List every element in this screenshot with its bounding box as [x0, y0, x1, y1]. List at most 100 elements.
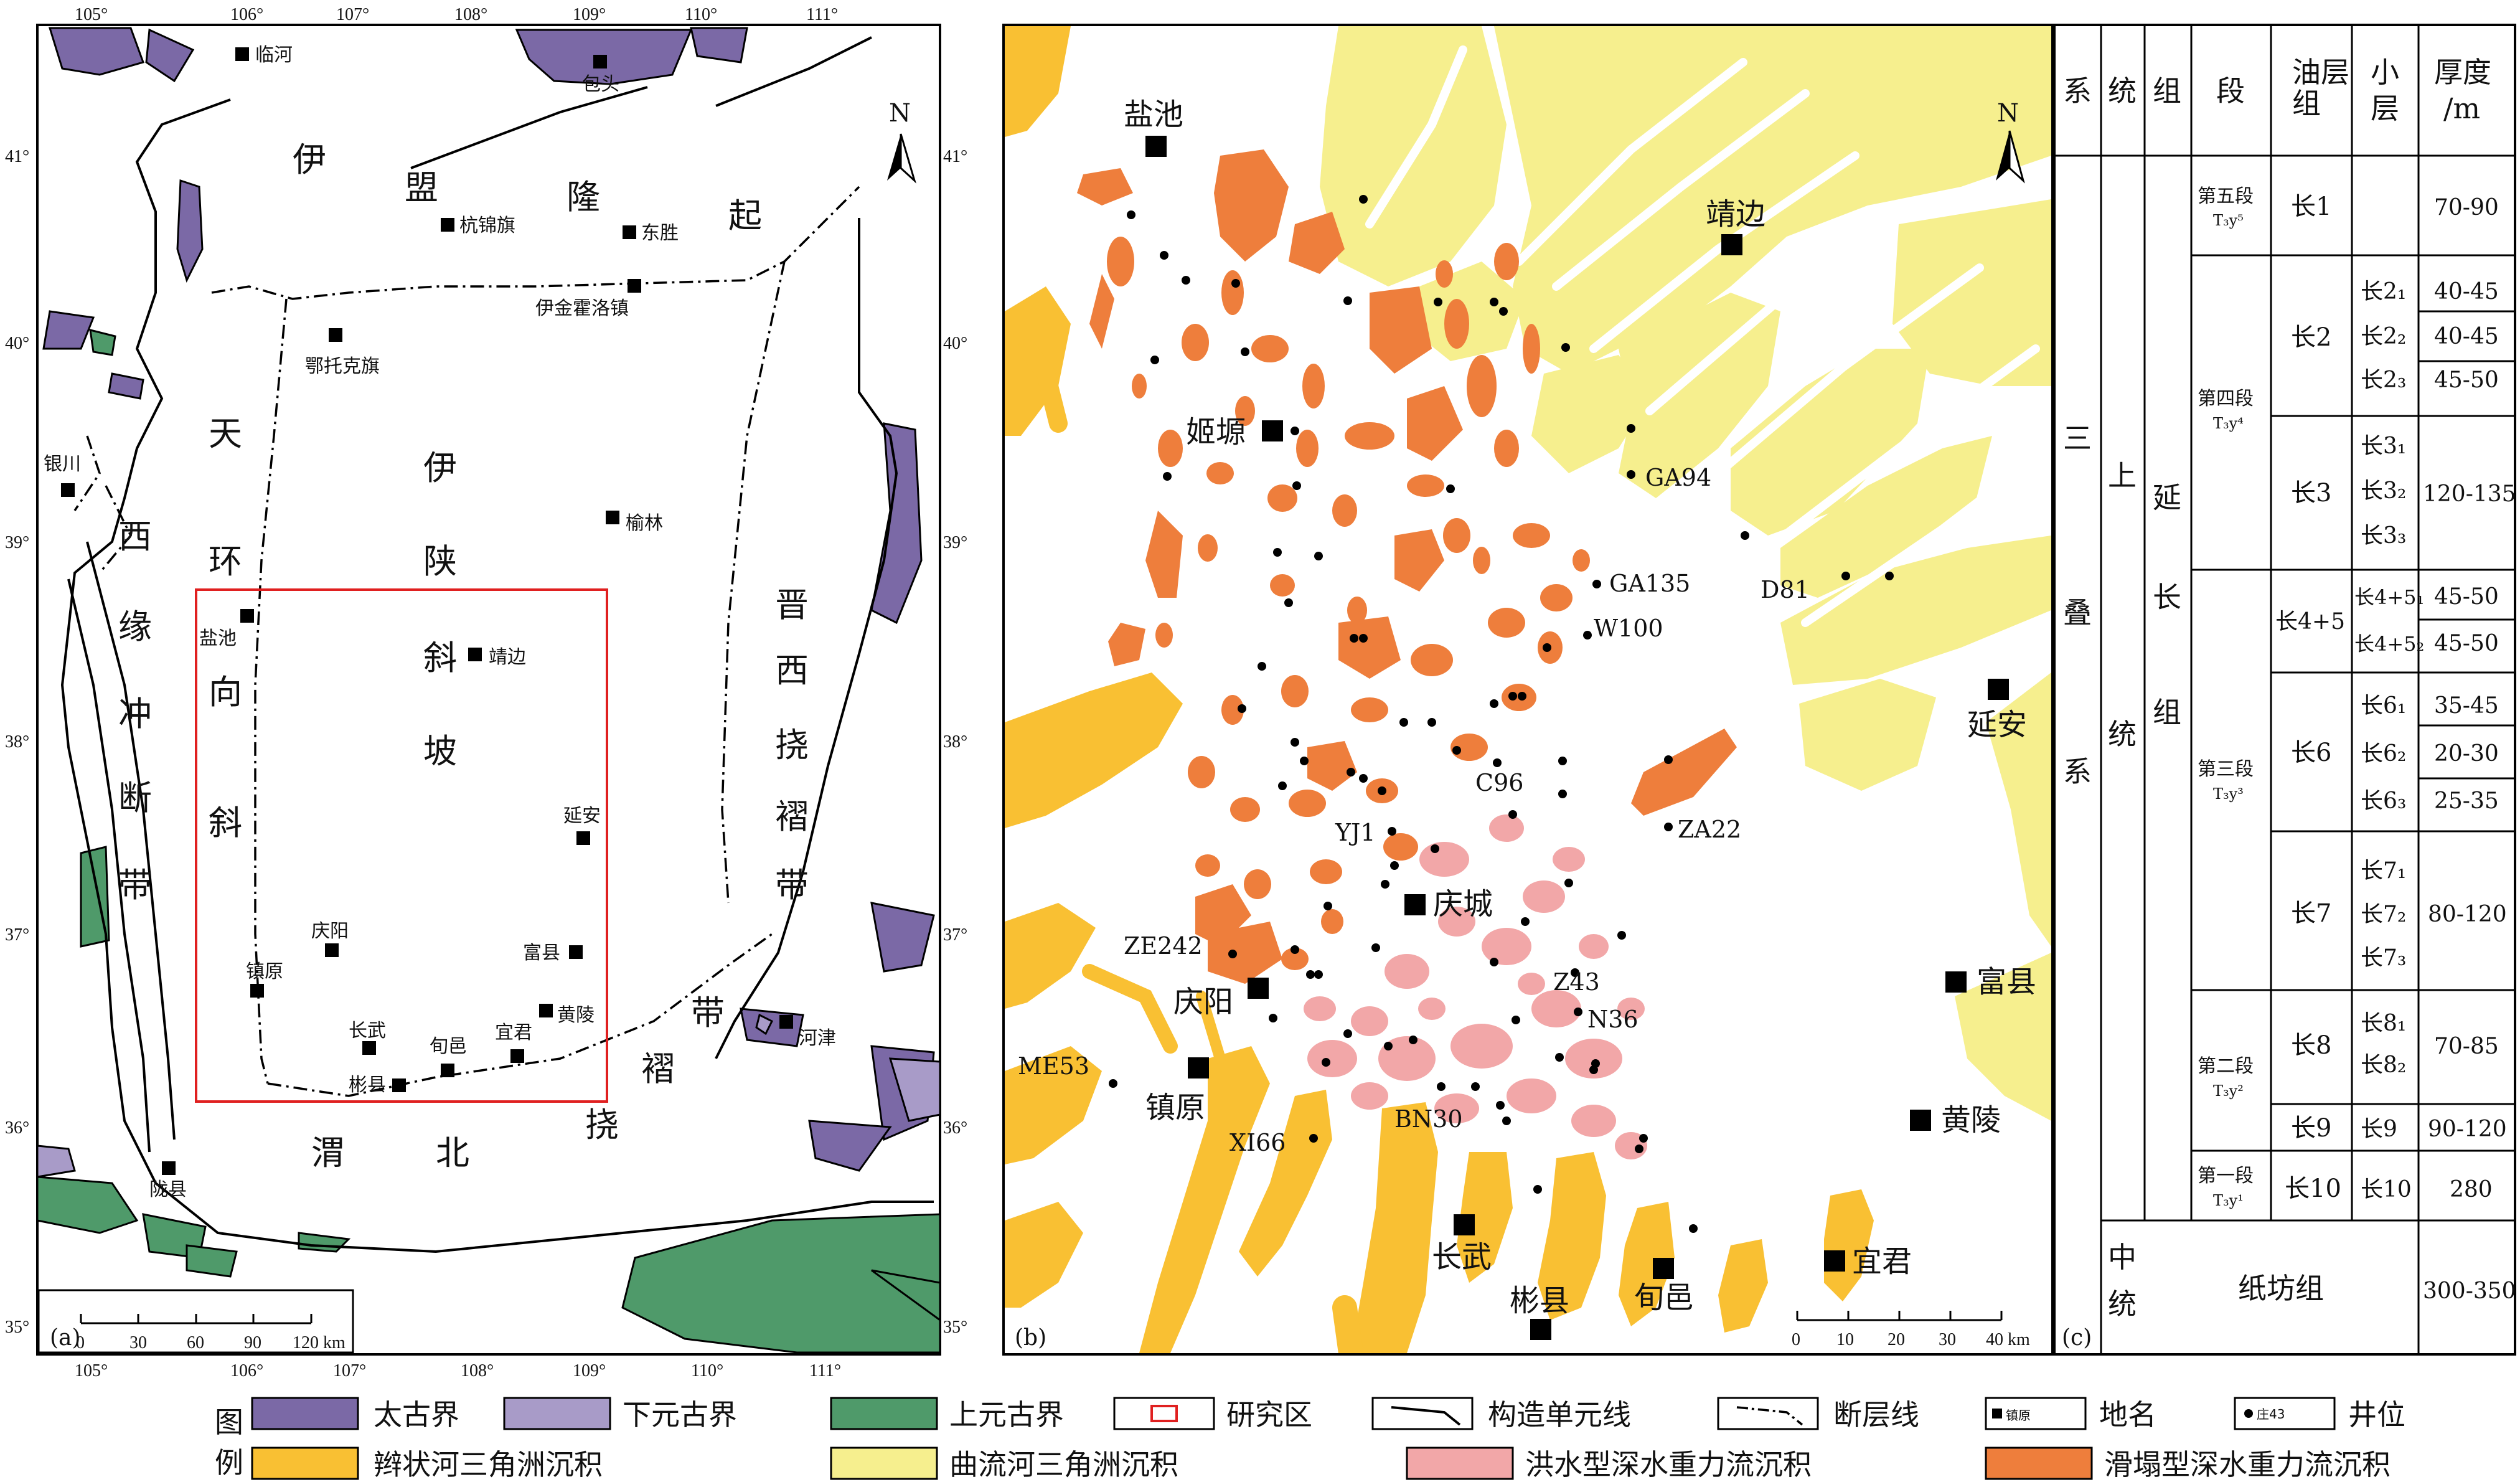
- svg-text:彬县: 彬县: [1510, 1283, 1569, 1318]
- svg-text:长2: 长2: [2291, 323, 2331, 352]
- svg-text:长6: 长6: [2291, 739, 2331, 767]
- svg-text:45-50: 45-50: [2434, 631, 2499, 656]
- svg-text:第五段: 第五段: [2198, 186, 2254, 207]
- legend-swatch-place: [1985, 1397, 2087, 1430]
- svg-text:层: 层: [2371, 92, 2399, 125]
- svg-text:东胜: 东胜: [641, 222, 679, 244]
- svg-text:长武: 长武: [1432, 1240, 1492, 1275]
- svg-text:小: 小: [2371, 55, 2399, 89]
- legend-swatch-structural-line: [1371, 1397, 1474, 1430]
- svg-text:长7₂: 长7₂: [2361, 902, 2406, 927]
- svg-text:ME53: ME53: [1018, 1052, 1089, 1080]
- svg-text:三: 三: [2063, 422, 2092, 455]
- svg-text:斜: 斜: [423, 638, 457, 677]
- zhifang-thickness: 300-350: [2423, 1278, 2516, 1304]
- svg-text:上: 上: [2108, 459, 2137, 493]
- svg-text:长9: 长9: [2291, 1114, 2331, 1143]
- svg-text:长3₁: 长3₁: [2361, 433, 2406, 459]
- svg-text:BN30: BN30: [1394, 1105, 1463, 1133]
- panel-c-frame: [2053, 24, 2516, 1356]
- svg-text:XI66: XI66: [1229, 1129, 1286, 1156]
- svg-text:YJ1: YJ1: [1335, 819, 1376, 846]
- svg-text:60: 60: [187, 1333, 204, 1352]
- svg-text:系: 系: [2063, 74, 2092, 108]
- svg-text:长4+5₂: 长4+5₂: [2354, 632, 2424, 656]
- series-column: 上 统 中 统: [2108, 459, 2137, 1321]
- svg-text:40°: 40°: [943, 334, 967, 353]
- svg-text:姬塬: 姬塬: [1186, 415, 1246, 450]
- svg-text:长3: 长3: [2291, 479, 2331, 507]
- legend-sample-well: 庄43: [2257, 1407, 2285, 1422]
- svg-text:彬县: 彬县: [349, 1074, 386, 1096]
- svg-text:盐池: 盐池: [199, 628, 237, 649]
- table-grid: [2054, 25, 2515, 1354]
- svg-text:40 km: 40 km: [1986, 1330, 2030, 1349]
- svg-text:(a): (a): [50, 1325, 81, 1351]
- braided-delta: [1005, 26, 1874, 1353]
- svg-text:111°: 111°: [809, 1361, 841, 1381]
- svg-text:庆阳: 庆阳: [311, 920, 349, 942]
- svg-text:带: 带: [118, 866, 152, 905]
- svg-text:长7₁: 长7₁: [2361, 858, 2406, 884]
- svg-text:中: 中: [2108, 1240, 2137, 1274]
- svg-text:35°: 35°: [5, 1318, 29, 1337]
- svg-text:长武: 长武: [349, 1020, 386, 1042]
- svg-text:宜君: 宜君: [495, 1022, 532, 1044]
- study-area-box: [195, 588, 608, 1103]
- meandering-bars: [1365, 45, 2051, 627]
- svg-text:T₃y¹: T₃y¹: [2213, 1192, 2244, 1209]
- svg-text:N: N: [1997, 99, 2019, 128]
- lat-ticks-right: 41° 40° 39° 38° 37° 36° 35°: [943, 147, 967, 1337]
- svg-text:坡: 坡: [423, 732, 457, 771]
- svg-text:36°: 36°: [5, 1118, 29, 1138]
- north-arrow-a: N: [887, 99, 916, 184]
- unit-names: 伊 盟 隆 起 天 环 向 斜 西 缘 冲 断 带 伊 陕 斜 坡 晋 西 挠 …: [118, 140, 809, 1173]
- svg-text:统: 统: [2108, 74, 2137, 108]
- svg-text:长9: 长9: [2361, 1116, 2397, 1142]
- scale-bar-b: 0 10 20 30 40 km: [1792, 1311, 2030, 1349]
- legend-swatch-upper-proterozoic: [830, 1397, 938, 1430]
- svg-text:39°: 39°: [943, 533, 967, 552]
- zhifang-formation: 纸坊组: [2238, 1272, 2324, 1305]
- svg-text:盐池: 盐池: [1124, 97, 1183, 132]
- legend-swatch-braided: [251, 1447, 359, 1480]
- svg-text:41°: 41°: [5, 147, 29, 166]
- legend-swatch-meandering: [830, 1447, 938, 1480]
- svg-text:旬邑: 旬邑: [430, 1036, 467, 1057]
- svg-text:伊金霍洛镇: 伊金霍洛镇: [535, 298, 629, 319]
- svg-text:庆城: 庆城: [1433, 887, 1493, 922]
- structural-unit-lines: [60, 36, 934, 1253]
- svg-text:延安: 延安: [1967, 707, 2027, 742]
- svg-text:宜君: 宜君: [1852, 1244, 1912, 1279]
- svg-text:36°: 36°: [943, 1118, 967, 1138]
- svg-text:油层: 油层: [2292, 55, 2349, 89]
- svg-text:伊: 伊: [293, 140, 326, 179]
- svg-text:40-45: 40-45: [2434, 324, 2499, 349]
- svg-text:T₃y⁵: T₃y⁵: [2213, 212, 2244, 229]
- svg-text:环: 环: [209, 542, 242, 581]
- scale-bar-a: 0 30 60 90 120 km (a): [37, 1289, 354, 1354]
- svg-text:90: 90: [244, 1333, 261, 1352]
- svg-text:杭锦旗: 杭锦旗: [459, 215, 515, 237]
- svg-text:20: 20: [1888, 1330, 1905, 1349]
- panel-c-table: 系 统 组 段 油层 组 小 层 厚度 /m 三 叠 系 上 统 中 统 延 长…: [2053, 24, 2516, 1356]
- braided-channels: [1018, 339, 1363, 1353]
- svg-text:37°: 37°: [5, 925, 29, 945]
- svg-text:/m: /m: [2443, 92, 2480, 125]
- svg-text:长7: 长7: [2291, 899, 2331, 928]
- panel-b-map: 盐池 靖边 姬塬 延安 庆城 庆阳 富县 镇原 黄陵 长武 彬县 旬邑 宜君 G…: [1002, 24, 2054, 1356]
- svg-text:W100: W100: [1594, 615, 1663, 642]
- svg-text:冲: 冲: [118, 694, 152, 734]
- svg-text:镇原: 镇原: [246, 961, 283, 983]
- legend-label-archean: 太古界: [374, 1398, 459, 1432]
- svg-text:长4+5₁: 长4+5₁: [2354, 585, 2424, 609]
- svg-text:280: 280: [2450, 1177, 2493, 1202]
- svg-text:40°: 40°: [5, 334, 29, 353]
- thickness-column: 70-90 40-45 40-45 45-50 120-135 45-50 45…: [2423, 195, 2516, 1202]
- svg-text:长6₃: 长6₃: [2361, 788, 2406, 814]
- svg-text:109°: 109°: [573, 5, 606, 24]
- svg-text:长8₂: 长8₂: [2361, 1052, 2406, 1078]
- svg-text:长3₃: 长3₃: [2361, 523, 2406, 549]
- svg-text:41°: 41°: [943, 147, 967, 166]
- svg-text:120 km: 120 km: [293, 1333, 346, 1352]
